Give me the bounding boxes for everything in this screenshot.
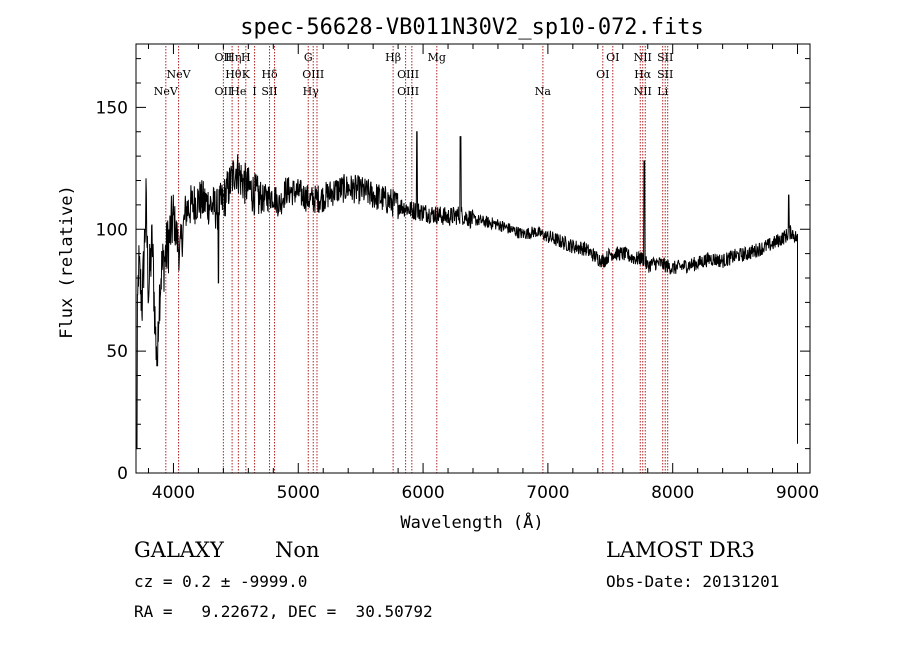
emission-line-labels: NeVNeVOIIOIIHηHθHeHKIHδSIIGOIIIHγHβOIIIO… bbox=[154, 51, 674, 98]
marker-label: SII bbox=[657, 68, 673, 81]
y-axis-label: Flux (relative) bbox=[57, 185, 77, 339]
x-axis-label: Wavelength (Å) bbox=[400, 511, 543, 533]
marker-label: OII bbox=[215, 51, 233, 64]
marker-label: OII bbox=[215, 85, 233, 98]
marker-label: G bbox=[304, 51, 313, 64]
spectrum-chart: spec-56628-VB011N30V2_sp10-072.fits NeV N… bbox=[57, 15, 819, 533]
y-tick-label: 100 bbox=[96, 220, 128, 240]
y-tick-label: 50 bbox=[106, 342, 128, 362]
marker-label: He bbox=[230, 85, 246, 98]
marker-label: Hθ bbox=[225, 68, 242, 81]
y-axis-ticks: 0 50 100 150 bbox=[96, 58, 810, 484]
survey-name: LAMOST DR3 bbox=[606, 538, 755, 562]
marker-label: NeV bbox=[167, 68, 192, 81]
marker-label: OIII bbox=[397, 68, 419, 81]
marker-label: Mg bbox=[428, 51, 446, 64]
marker-label: K bbox=[242, 68, 251, 81]
x-tick-label: 8000 bbox=[651, 483, 694, 503]
x-tick-label: 7000 bbox=[526, 483, 569, 503]
x-tick-label: 4000 bbox=[152, 483, 195, 503]
marker-label: Hα bbox=[634, 68, 652, 81]
ra-dec-line: RA = 9.22672, DEC = 30.50792 bbox=[134, 602, 433, 621]
y-tick-label: 150 bbox=[96, 98, 128, 118]
marker-label: OI bbox=[606, 51, 619, 64]
redshift-line: cz = 0.2 ± -9999.0 bbox=[134, 572, 308, 591]
chart-title: spec-56628-VB011N30V2_sp10-072.fits bbox=[240, 15, 704, 40]
marker-label: Hβ bbox=[385, 51, 401, 64]
marker-label: Hγ bbox=[303, 85, 320, 98]
marker-label: SII bbox=[657, 51, 673, 64]
y-tick-label: 0 bbox=[117, 464, 128, 484]
marker-label: SII bbox=[261, 85, 277, 98]
emission-line-markers bbox=[165, 46, 669, 473]
obs-date: Obs-Date: 20131201 bbox=[606, 572, 780, 591]
marker-label: OIII bbox=[302, 68, 324, 81]
marker-label: NeV bbox=[154, 85, 179, 98]
marker-label: OIII bbox=[397, 85, 419, 98]
marker-label: H bbox=[241, 51, 251, 64]
marker-label: Hδ bbox=[261, 68, 278, 81]
marker-label: NII bbox=[634, 85, 652, 98]
x-tick-label: 6000 bbox=[401, 483, 444, 503]
marker-label: OI bbox=[596, 68, 609, 81]
marker-label: Na bbox=[535, 85, 552, 98]
x-tick-label: 5000 bbox=[277, 483, 320, 503]
marker-label: Li bbox=[657, 85, 668, 98]
x-tick-label: 9000 bbox=[776, 483, 819, 503]
spectrum-line bbox=[136, 131, 798, 450]
marker-label: Hη bbox=[225, 51, 241, 64]
object-subclass: Non bbox=[275, 538, 320, 562]
marker-label: I bbox=[252, 85, 256, 98]
marker-label: NII bbox=[634, 51, 652, 64]
object-class: GALAXY bbox=[134, 538, 224, 562]
x-axis-ticks: 4000 5000 6000 7000 8000 9000 bbox=[147, 44, 819, 503]
